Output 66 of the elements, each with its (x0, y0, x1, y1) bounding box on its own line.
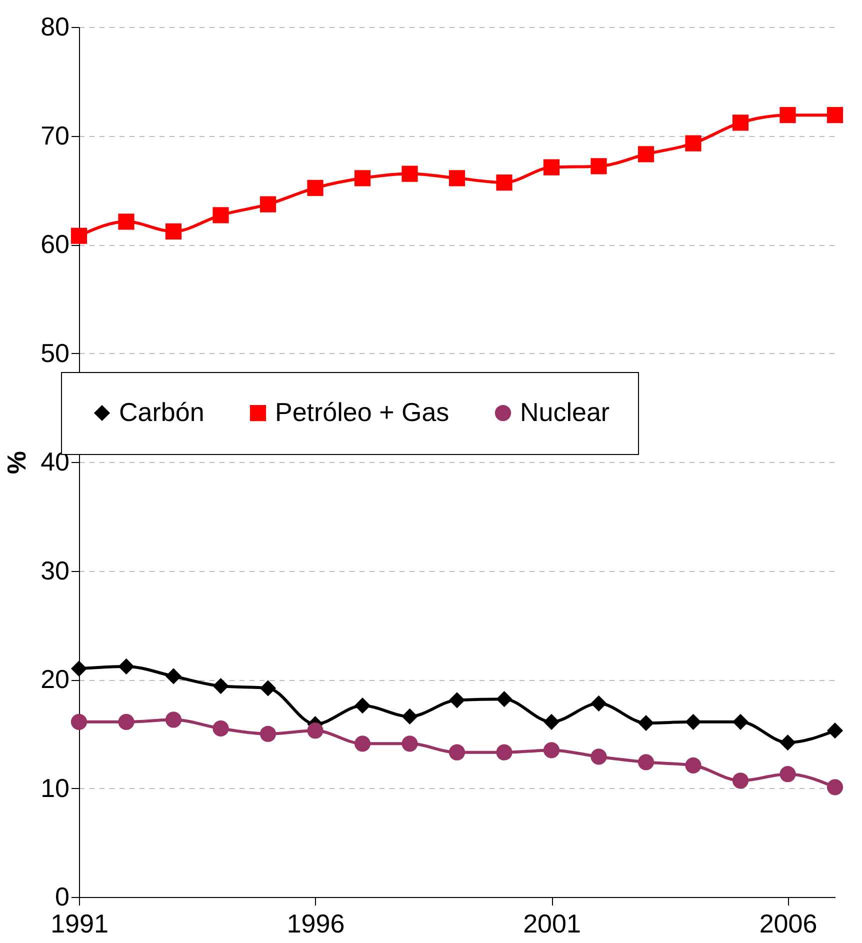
point (685, 714, 702, 730)
point (118, 214, 134, 230)
point (590, 158, 607, 174)
point (826, 722, 844, 739)
point (212, 207, 229, 224)
point (260, 196, 276, 212)
point (496, 744, 512, 760)
point (212, 678, 229, 694)
y-axis-title: % (2, 450, 32, 474)
point (638, 754, 654, 770)
point (165, 223, 182, 240)
point (780, 766, 796, 782)
x-tick-label: 2006 (759, 908, 818, 938)
point (732, 772, 749, 789)
x-tick-label: 2001 (523, 908, 581, 938)
point (685, 135, 702, 152)
y-tick-label: 70 (40, 120, 70, 150)
x-tick-label: 1996 (286, 908, 345, 938)
point (780, 107, 796, 124)
point (212, 720, 229, 736)
point (448, 170, 466, 186)
point (732, 114, 749, 131)
point (354, 736, 371, 752)
point (543, 714, 560, 730)
y-tick-label: 30 (40, 555, 70, 586)
point (402, 736, 418, 752)
point (685, 757, 702, 774)
point (307, 180, 324, 196)
legend-label: Carbón (119, 397, 204, 427)
point (590, 748, 607, 765)
x-tick-label: 1991 (50, 908, 108, 938)
point (496, 691, 512, 708)
point (118, 714, 134, 730)
point (354, 170, 371, 186)
y-tick-label: 50 (40, 338, 70, 368)
point (354, 698, 371, 714)
point (165, 668, 182, 684)
point (448, 744, 466, 760)
point (826, 779, 844, 796)
point (543, 159, 560, 176)
point (307, 722, 324, 739)
legend-label: Petróleo + Gas (275, 397, 450, 427)
point (402, 708, 418, 725)
point (496, 174, 512, 191)
y-tick-label: 80 (40, 12, 70, 42)
legend-label: Nuclear (520, 397, 610, 427)
y-tick-label: 60 (40, 229, 70, 259)
point (638, 146, 654, 162)
point (638, 714, 654, 732)
point (70, 714, 88, 730)
point (780, 734, 796, 751)
point (118, 658, 134, 675)
point (732, 714, 749, 730)
point (260, 726, 276, 742)
point (165, 712, 182, 728)
point (590, 695, 607, 712)
point (260, 680, 276, 696)
point (543, 742, 560, 758)
y-tick-label: 20 (40, 664, 70, 694)
y-tick-label: 10 (40, 772, 70, 803)
y-tick-label: 0 (55, 882, 70, 912)
point (402, 166, 418, 182)
point (448, 692, 466, 708)
point (826, 107, 844, 124)
point (70, 660, 88, 677)
point (70, 228, 88, 244)
